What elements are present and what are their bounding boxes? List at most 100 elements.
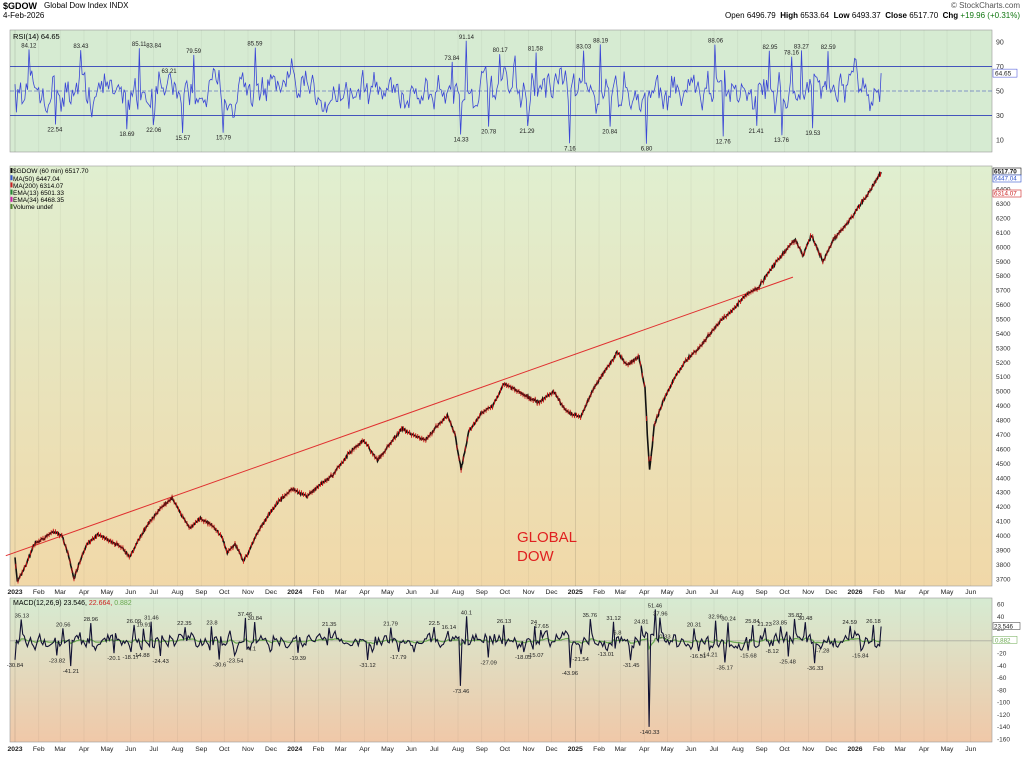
macd-extreme-label-48: -16.51: [690, 654, 706, 660]
price-legend-1: MA(50) 6447.04: [13, 176, 60, 183]
macd-extreme-label-9: -24.43: [152, 659, 168, 665]
macd-extreme-label-14: 23.8: [206, 620, 217, 626]
macd-value-label: 23.546: [994, 623, 1013, 630]
price-tick-5800: 5800: [996, 273, 1011, 280]
price-label-2: 6314.07: [994, 191, 1017, 198]
x-label-price-20: Sep: [476, 589, 488, 596]
macd-extreme-label-30: 26.13: [497, 619, 512, 625]
macd-extreme-label-54: 25.84: [745, 619, 760, 625]
x-label-price-34: Nov: [802, 589, 815, 596]
x-label-price-35: Dec: [825, 589, 838, 596]
legend-swatch-5: [10, 204, 13, 209]
rsi-trough-label-10: 6.80: [641, 147, 653, 153]
macd-extreme-label-37: 35.76: [583, 613, 598, 619]
x-label-price-27: Apr: [639, 589, 650, 596]
chart-date: 4-Feb-2026: [3, 11, 45, 20]
macd-extreme-label-16: -23.54: [227, 658, 244, 664]
close-value: 6517.70: [909, 11, 939, 20]
macd-extreme-label-8: -14.88: [133, 653, 149, 659]
macd-tick--140: -140: [997, 724, 1010, 731]
macd-extreme-label-55: 21.23: [757, 622, 772, 628]
macd-extreme-label-38: -13.01: [598, 652, 614, 658]
macd-extreme-label-36: -21.54: [572, 657, 589, 663]
macd-extreme-label-27: -73.46: [453, 689, 469, 695]
macd-hist-label: 0.882: [995, 637, 1011, 644]
x-label-macd-35: Dec: [825, 746, 838, 753]
macd-legend-hist: 0.882: [114, 600, 132, 607]
chart-header: $GDOW Global Dow Index INDX 4-Feb-2026 ©…: [0, 0, 1024, 22]
macd-extreme-label-24: -17.79: [390, 655, 406, 661]
rsi-peak-label-0: 84.12: [21, 43, 37, 49]
x-label-macd-41: Jun: [965, 746, 976, 753]
rsi-peak-label-17: 82.59: [821, 45, 837, 51]
x-label-price-7: Aug: [171, 589, 183, 596]
x-label-macd-16: May: [381, 746, 394, 753]
macd-extreme-label-34: 17.65: [534, 624, 549, 630]
close-label: Close: [885, 11, 907, 20]
macd-extreme-label-51: 30.24: [721, 616, 736, 622]
x-label-price-17: Jun: [406, 589, 417, 596]
price-tick-5200: 5200: [996, 360, 1011, 367]
chg-label: Chg: [942, 11, 959, 20]
macd-extreme-label-39: 31.12: [606, 616, 621, 622]
x-label-price-26: Mar: [615, 589, 627, 596]
macd-extreme-label-49: -14.21: [701, 653, 717, 659]
x-label-macd-27: Apr: [639, 746, 650, 753]
x-label-macd-24: 2025: [568, 746, 583, 753]
macd-extreme-label-63: 24.59: [842, 620, 857, 626]
macd-line: [14, 609, 882, 727]
macd-extreme-label-46: 0.33: [659, 635, 670, 641]
rsi-tick-10: 10: [996, 137, 1004, 144]
legend-swatch-1: [10, 175, 13, 181]
price-tick-5400: 5400: [996, 331, 1011, 338]
macd-extreme-label-6: -20.1: [107, 656, 120, 662]
macd-extreme-label-64: -15.84: [852, 654, 869, 660]
open-label: Open: [725, 11, 745, 20]
x-label-macd-23: Dec: [545, 746, 558, 753]
x-label-price-39: Apr: [919, 589, 930, 596]
rsi-trough-label-1: 18.69: [119, 132, 135, 138]
macd-extreme-label-20: -19.39: [290, 656, 306, 662]
legend-swatch-4: [10, 196, 13, 202]
macd-tick--60: -60: [997, 675, 1007, 682]
x-label-macd-28: May: [661, 746, 674, 753]
x-label-macd-6: Jul: [149, 746, 158, 753]
x-label-price-32: Sep: [755, 589, 767, 596]
x-label-price-14: Mar: [335, 589, 347, 596]
x-label-macd-36: 2026: [847, 746, 862, 753]
x-label-macd-26: Mar: [615, 746, 627, 753]
macd-tick--100: -100: [997, 700, 1010, 707]
rsi-peak-label-16: 83.27: [794, 44, 810, 50]
symbol: $GDOW: [3, 1, 38, 11]
rsi-trough-label-11: 12.76: [716, 139, 732, 145]
rsi-value-box: [992, 68, 1018, 78]
x-label-macd-12: 2024: [287, 746, 302, 753]
x-label-macd-4: May: [101, 746, 114, 753]
macd-extreme-label-26: 16.14: [442, 625, 457, 631]
rsi-trough-label-7: 21.29: [519, 129, 535, 135]
macd-tick--40: -40: [997, 663, 1007, 670]
rsi-line: [14, 40, 882, 144]
macd-extreme-label-65: 26.18: [866, 619, 881, 625]
x-label-price-10: Nov: [242, 589, 255, 596]
macd-tick--20: -20: [997, 651, 1007, 658]
macd-extreme-label-1: -30.84: [7, 663, 24, 669]
x-label-price-36: 2026: [847, 589, 862, 596]
rsi-peak-label-11: 83.03: [576, 45, 592, 51]
macd-extreme-label-60: 30.48: [798, 616, 813, 622]
macd-extreme-label-7: -18.17: [123, 655, 139, 661]
price-tick-6300: 6300: [996, 201, 1011, 208]
x-label-price-31: Aug: [732, 589, 744, 596]
rsi-trough-label-4: 15.79: [216, 136, 232, 142]
x-label-price-9: Oct: [219, 589, 230, 596]
macd-extreme-label-53: -15.68: [740, 654, 756, 660]
macd-extreme-label-12: 31.46: [144, 616, 159, 622]
price-tick-3800: 3800: [996, 562, 1011, 569]
axis-layer: 2023 2023 Feb Feb Mar Mar Apr Apr May May Jun Jun Ju…: [7, 30, 976, 753]
rsi-tick-90: 90: [996, 40, 1004, 47]
x-label-price-12: 2024: [287, 589, 302, 596]
rsi-trough-label-3: 15.57: [175, 136, 191, 142]
open-value: 6496.79: [746, 11, 776, 20]
macd-extreme-label-11: 19.91: [137, 623, 152, 629]
